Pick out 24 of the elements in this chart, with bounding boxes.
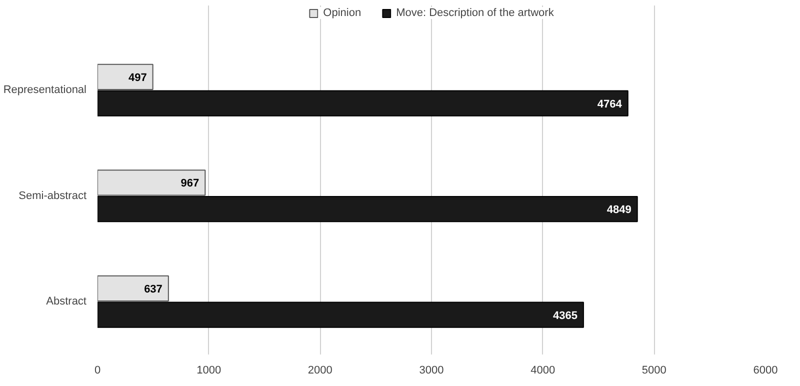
x-tick-label: 1000	[196, 364, 222, 376]
x-tick-label: 2000	[308, 364, 332, 376]
bar	[98, 64, 154, 90]
data-label: 4365	[553, 310, 578, 322]
data-label: 497	[128, 72, 147, 84]
x-tick-label: 3000	[419, 364, 444, 376]
x-tick-label: 6000	[753, 364, 778, 376]
data-label: 4764	[597, 98, 623, 110]
data-label: 637	[144, 283, 162, 296]
y-tick-label: Semi-abstract	[18, 190, 87, 202]
bar	[98, 275, 169, 302]
legend-label: Move: Description of the artwork	[396, 7, 554, 19]
x-tick-label: 4000	[530, 364, 556, 376]
bar	[98, 170, 206, 196]
legend-label: Opinion	[323, 7, 362, 19]
bar	[98, 302, 584, 328]
x-tick-label: 0	[94, 364, 101, 376]
data-label: 4849	[606, 204, 632, 216]
bar	[98, 196, 638, 222]
x-tick-label: 5000	[642, 364, 666, 376]
y-tick-label: Abstract	[46, 296, 87, 308]
y-tick-label: Representational	[3, 84, 87, 96]
bar	[98, 90, 628, 116]
data-label: 967	[180, 178, 200, 190]
